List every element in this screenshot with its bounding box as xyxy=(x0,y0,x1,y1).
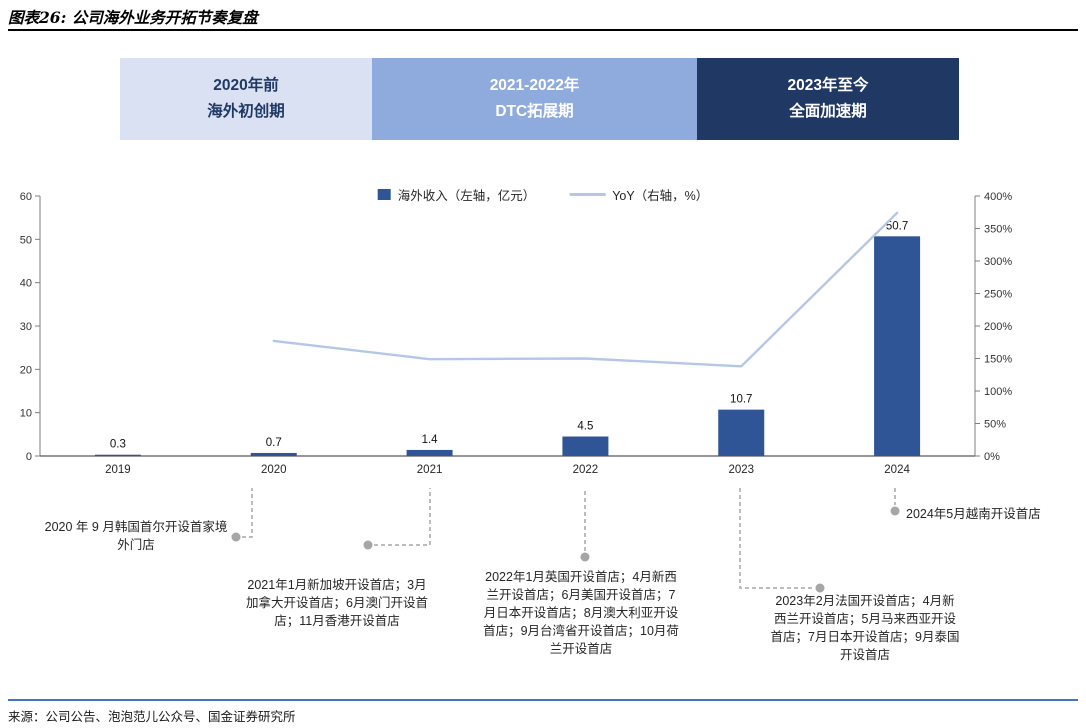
top-divider xyxy=(8,29,1078,31)
right-axis-label: 400% xyxy=(984,191,1012,203)
chart-plot-area: 0 10 20 30 40 50 60 0% 50% 100% 150% 200% 250% 300% 35… xyxy=(20,191,1013,476)
phase-line2: 全面加速期 xyxy=(789,103,867,120)
leader-2023 xyxy=(739,488,813,589)
line-swatch-icon xyxy=(569,193,606,196)
phase-line1: 2020年前 xyxy=(213,77,279,94)
leader-dot-2022 xyxy=(580,552,590,562)
phase-line1: 2023年至今 xyxy=(787,77,869,94)
phase-line2: DTC拓展期 xyxy=(495,103,574,120)
x-axis-label: 2023 xyxy=(728,464,754,476)
right-axis-label: 250% xyxy=(984,289,1012,301)
bar-2023 xyxy=(718,409,765,456)
right-axis-label: 0% xyxy=(984,451,1000,463)
left-axis-label: 0 xyxy=(26,451,32,463)
right-axis-label: 150% xyxy=(984,354,1012,366)
phase-box-early: 2020年前 海外初创期 xyxy=(120,58,372,140)
annotation-2021: 2021年1月新加坡开设首店；3月加拿大开设首店；6月澳门开设首店；11月香港开… xyxy=(246,578,428,628)
left-axis-label: 20 xyxy=(20,364,32,376)
bar-2022 xyxy=(562,436,609,456)
legend-item-yoy: YoY（右轴，%） xyxy=(569,185,708,204)
left-axis-label: 60 xyxy=(20,191,32,203)
bar-2019 xyxy=(94,454,141,456)
left-axis-label: 40 xyxy=(20,278,32,290)
x-axis-label: 2024 xyxy=(884,464,910,476)
right-axis-label: 100% xyxy=(984,386,1012,398)
right-axis-label: 350% xyxy=(984,224,1012,236)
annotation-2024: 2024年5月越南开设首店 xyxy=(906,507,1041,521)
x-axis-label: 2019 xyxy=(105,464,131,476)
bar-value-label: 50.7 xyxy=(886,220,908,232)
bar-value-label: 1.4 xyxy=(422,434,439,446)
right-axis-label: 50% xyxy=(984,419,1006,431)
leader-dot-2024 xyxy=(890,506,900,516)
annotation-2023: 2023年2月法国开设首店；4月新西兰开设首店；5月马来西亚开设首店；7月日本开… xyxy=(770,594,960,662)
x-axis-label: 2021 xyxy=(417,464,443,476)
phase-line2: 海外初创期 xyxy=(207,103,285,120)
right-axis-label: 200% xyxy=(984,321,1012,333)
leader-2020 xyxy=(242,488,253,538)
leader-2021 xyxy=(374,488,431,546)
bar-value-label: 4.5 xyxy=(577,421,593,433)
phase-line1: 2021-2022年 xyxy=(489,77,580,94)
bar-value-label: 0.7 xyxy=(266,437,282,449)
bar-swatch-icon xyxy=(377,189,391,200)
legend-label-yoy: YoY（右轴，%） xyxy=(612,189,709,203)
left-axis-label: 30 xyxy=(20,321,32,333)
bar-2021 xyxy=(406,449,453,456)
bar-2024 xyxy=(874,236,921,456)
leader-dot-2021 xyxy=(363,540,373,550)
bottom-divider xyxy=(8,699,1078,701)
left-axis-label: 10 xyxy=(20,408,32,420)
phase-box-acceleration: 2023年至今 全面加速期 xyxy=(697,58,959,140)
yoy-line xyxy=(272,211,899,368)
phase-banner: 2020年前 海外初创期 2021-2022年 DTC拓展期 2023年至今 全… xyxy=(120,58,959,140)
x-axis-label: 2022 xyxy=(573,464,599,476)
chart-title: 图表26: 公司海外业务开拓节奏复盘 xyxy=(8,8,258,27)
chart-legend: 海外收入（左轴，亿元） YoY（右轴，%） xyxy=(377,185,708,204)
annotation-2022: 2022年1月英国开设首店；4月新西兰开设首店；6月美国开设首店；7月日本开设首… xyxy=(483,570,679,656)
bar-value-label: 10.7 xyxy=(730,394,752,406)
legend-item-revenue: 海外收入（左轴，亿元） xyxy=(377,185,536,204)
annotation-2020: 2020 年 9 月韩国首尔开设首家境外门店 xyxy=(44,520,228,552)
leader-dot-2020 xyxy=(231,532,241,542)
right-axis-label: 300% xyxy=(984,256,1012,268)
x-axis-label: 2020 xyxy=(261,464,287,476)
legend-label-revenue: 海外收入（左轴，亿元） xyxy=(397,189,536,203)
bar-2020 xyxy=(250,452,297,456)
bar-value-label: 0.3 xyxy=(110,439,126,451)
left-axis-label: 50 xyxy=(20,234,32,246)
source-note: 来源：公司公告、泡泡范儿公众号、国金证券研究所 xyxy=(8,710,296,724)
phase-box-dtc: 2021-2022年 DTC拓展期 xyxy=(372,58,697,140)
